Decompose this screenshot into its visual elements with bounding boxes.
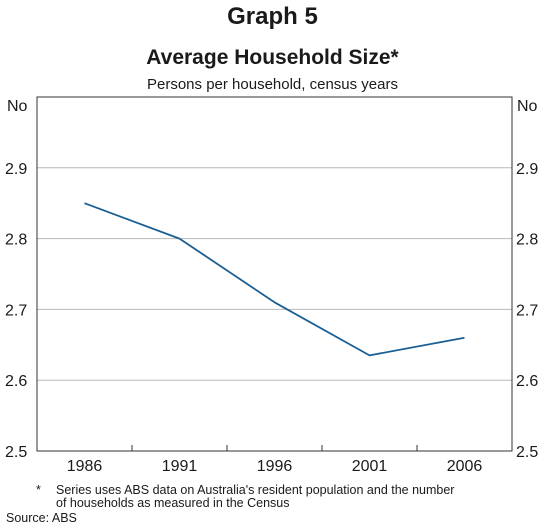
chart-title: Average Household Size* <box>146 46 399 69</box>
footnote-asterisk: * <box>36 483 41 497</box>
y-axis-label-right: No <box>517 98 538 115</box>
plot-frame <box>36 96 513 452</box>
y-tick-right-2.9: 2.9 <box>516 161 538 178</box>
x-tick-label-1986: 1986 <box>67 458 103 475</box>
y-tick-right-2.5: 2.5 <box>516 444 538 461</box>
y-tick-right-2.6: 2.6 <box>516 373 538 390</box>
y-tick-left-2.7: 2.7 <box>5 302 27 319</box>
x-tick-label-2006: 2006 <box>447 458 483 475</box>
footnote-line-1: Series uses ABS data on Australia's resi… <box>56 483 455 497</box>
x-tick-label-2001: 2001 <box>352 458 388 475</box>
chart-subtitle: Persons per household, census years <box>147 76 398 93</box>
y-axis-label-left: No <box>7 98 28 115</box>
y-tick-left-2.9: 2.9 <box>5 161 27 178</box>
y-tick-right-2.8: 2.8 <box>516 232 538 249</box>
x-tick-label-1996: 1996 <box>257 458 293 475</box>
source-note: Source: ABS <box>6 511 77 525</box>
y-tick-left-2.6: 2.6 <box>5 373 27 390</box>
footnote-line-2: of households as measured in the Census <box>56 496 290 510</box>
y-tick-right-2.7: 2.7 <box>516 302 538 319</box>
x-tick-label-1991: 1991 <box>162 458 198 475</box>
y-tick-left-2.8: 2.8 <box>5 232 27 249</box>
y-tick-left-2.5: 2.5 <box>5 444 27 461</box>
graph-number: Graph 5 <box>227 3 318 30</box>
series-line-0 <box>84 202 465 357</box>
